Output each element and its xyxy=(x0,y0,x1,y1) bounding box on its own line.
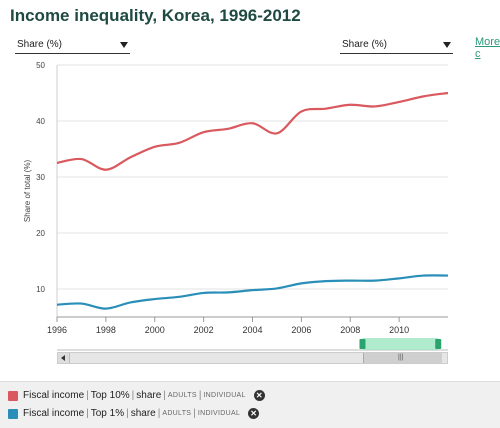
x-tick-label: 1998 xyxy=(96,325,116,335)
navigator-handle-left xyxy=(359,339,366,349)
right-axis-dropdown-value: Share (%) xyxy=(342,39,388,50)
legend-population-tag: ADULTS xyxy=(167,392,197,399)
legend-unit-tag: INDIVIDUAL xyxy=(203,392,246,399)
more-link[interactable]: More c xyxy=(475,36,500,60)
series-line-1 xyxy=(56,274,449,310)
chevron-down-icon xyxy=(120,42,128,48)
legend-label: Fiscal income xyxy=(23,390,85,401)
y-tick-label: 20 xyxy=(36,229,45,238)
scroll-left-button[interactable] xyxy=(58,353,70,363)
legend-measure: share xyxy=(130,408,156,419)
y-tick-label: 10 xyxy=(36,285,45,294)
legend-percentile: Top 10% xyxy=(90,390,130,401)
separator: | xyxy=(163,390,166,401)
legend-item-top10[interactable]: Fiscal income | Top 10% | share | ADULTS… xyxy=(8,390,265,401)
legend-unit-tag: INDIVIDUAL xyxy=(197,410,241,417)
legend-percentile: Top 1% xyxy=(90,408,125,419)
x-tick-label: 2010 xyxy=(389,325,409,335)
remove-series-icon[interactable]: ✕ xyxy=(253,390,265,401)
x-tick-label: 2004 xyxy=(242,325,262,335)
series-line-0 xyxy=(56,91,449,171)
x-tick-label: 1996 xyxy=(47,325,67,335)
x-tick-label: 2002 xyxy=(194,325,214,335)
legend-item-top1[interactable]: Fiscal income | Top 1% | share | ADULTS … xyxy=(8,408,260,419)
legend-label: Fiscal income xyxy=(23,408,85,419)
legend-swatch xyxy=(8,390,18,401)
separator: | xyxy=(157,408,161,419)
grip-icon: ||| xyxy=(398,354,404,361)
separator: | xyxy=(86,390,89,401)
y-tick-label: 30 xyxy=(36,173,45,182)
x-tick-label: 2000 xyxy=(145,325,165,335)
navigator-selection xyxy=(362,338,439,350)
legend-measure: share xyxy=(136,390,162,401)
separator: | xyxy=(131,390,135,401)
y-tick-label: 50 xyxy=(36,61,45,70)
x-tick-label: 2008 xyxy=(340,325,360,335)
chevron-left-icon xyxy=(61,355,65,361)
y-tick-label: 40 xyxy=(36,117,45,126)
right-axis-dropdown[interactable]: Share (%) xyxy=(340,38,453,54)
legend-swatch xyxy=(8,408,18,419)
legend-population-tag: ADULTS xyxy=(162,410,192,417)
x-tick-label: 2006 xyxy=(291,325,311,335)
chevron-down-icon xyxy=(443,42,451,48)
separator: | xyxy=(198,390,202,401)
separator: | xyxy=(86,408,89,419)
separator: | xyxy=(126,408,129,419)
scrollbar-thumb[interactable]: ||| xyxy=(363,353,442,363)
line-chart: 10 20 30 40 50 1996 1998 2000 2002 2004 2006 2008 20… xyxy=(23,61,449,351)
page-title: Income inequality, Korea, 1996-2012 xyxy=(10,6,301,25)
legend-panel: Fiscal income | Top 10% | share | ADULTS… xyxy=(0,381,500,428)
left-axis-dropdown[interactable]: Share (%) xyxy=(15,38,130,54)
separator: | xyxy=(193,408,196,419)
remove-series-icon[interactable]: ✕ xyxy=(248,408,260,419)
y-axis-label: Share of total (%) xyxy=(23,160,32,223)
navigator-handle-right xyxy=(435,339,442,349)
horizontal-scrollbar[interactable]: ||| xyxy=(57,352,448,364)
left-axis-dropdown-value: Share (%) xyxy=(17,39,63,50)
